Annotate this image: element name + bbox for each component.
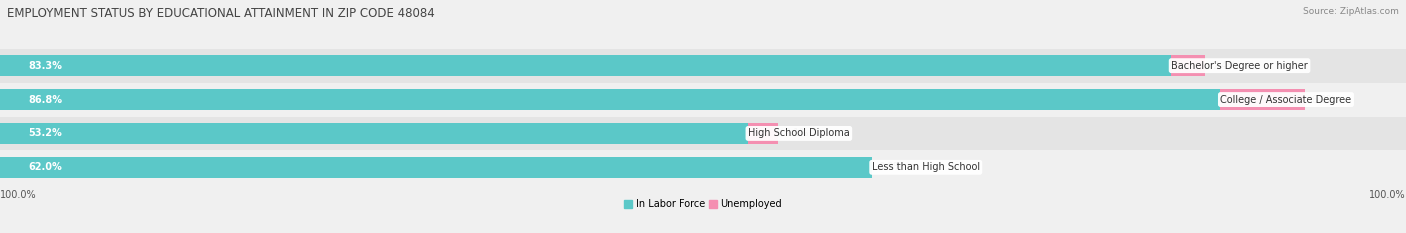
Text: High School Diploma: High School Diploma <box>748 128 849 138</box>
Text: 100.0%: 100.0% <box>0 190 37 200</box>
Bar <box>0 83 1406 116</box>
Text: 0.0%: 0.0% <box>879 162 903 172</box>
Text: Bachelor's Degree or higher: Bachelor's Degree or higher <box>1171 61 1308 71</box>
Text: 86.8%: 86.8% <box>28 95 62 105</box>
Text: EMPLOYMENT STATUS BY EDUCATIONAL ATTAINMENT IN ZIP CODE 48084: EMPLOYMENT STATUS BY EDUCATIONAL ATTAINM… <box>7 7 434 20</box>
Bar <box>0 150 1406 184</box>
Text: 53.2%: 53.2% <box>28 128 62 138</box>
Text: 2.4%: 2.4% <box>1212 61 1236 71</box>
Bar <box>0 157 872 178</box>
Bar <box>1171 55 1205 76</box>
Bar <box>0 89 1220 110</box>
Text: 100.0%: 100.0% <box>1369 190 1406 200</box>
Bar <box>748 123 778 144</box>
Bar <box>0 49 1406 83</box>
Bar <box>0 55 1171 76</box>
Legend: In Labor Force, Unemployed: In Labor Force, Unemployed <box>620 195 786 213</box>
Bar <box>0 123 748 144</box>
Text: Source: ZipAtlas.com: Source: ZipAtlas.com <box>1303 7 1399 16</box>
Text: 2.1%: 2.1% <box>785 128 808 138</box>
Bar <box>1220 89 1305 110</box>
Bar <box>0 116 1406 150</box>
Text: 6.0%: 6.0% <box>1312 95 1336 105</box>
Text: 62.0%: 62.0% <box>28 162 62 172</box>
Text: Less than High School: Less than High School <box>872 162 980 172</box>
Text: 83.3%: 83.3% <box>28 61 62 71</box>
Text: College / Associate Degree: College / Associate Degree <box>1220 95 1351 105</box>
